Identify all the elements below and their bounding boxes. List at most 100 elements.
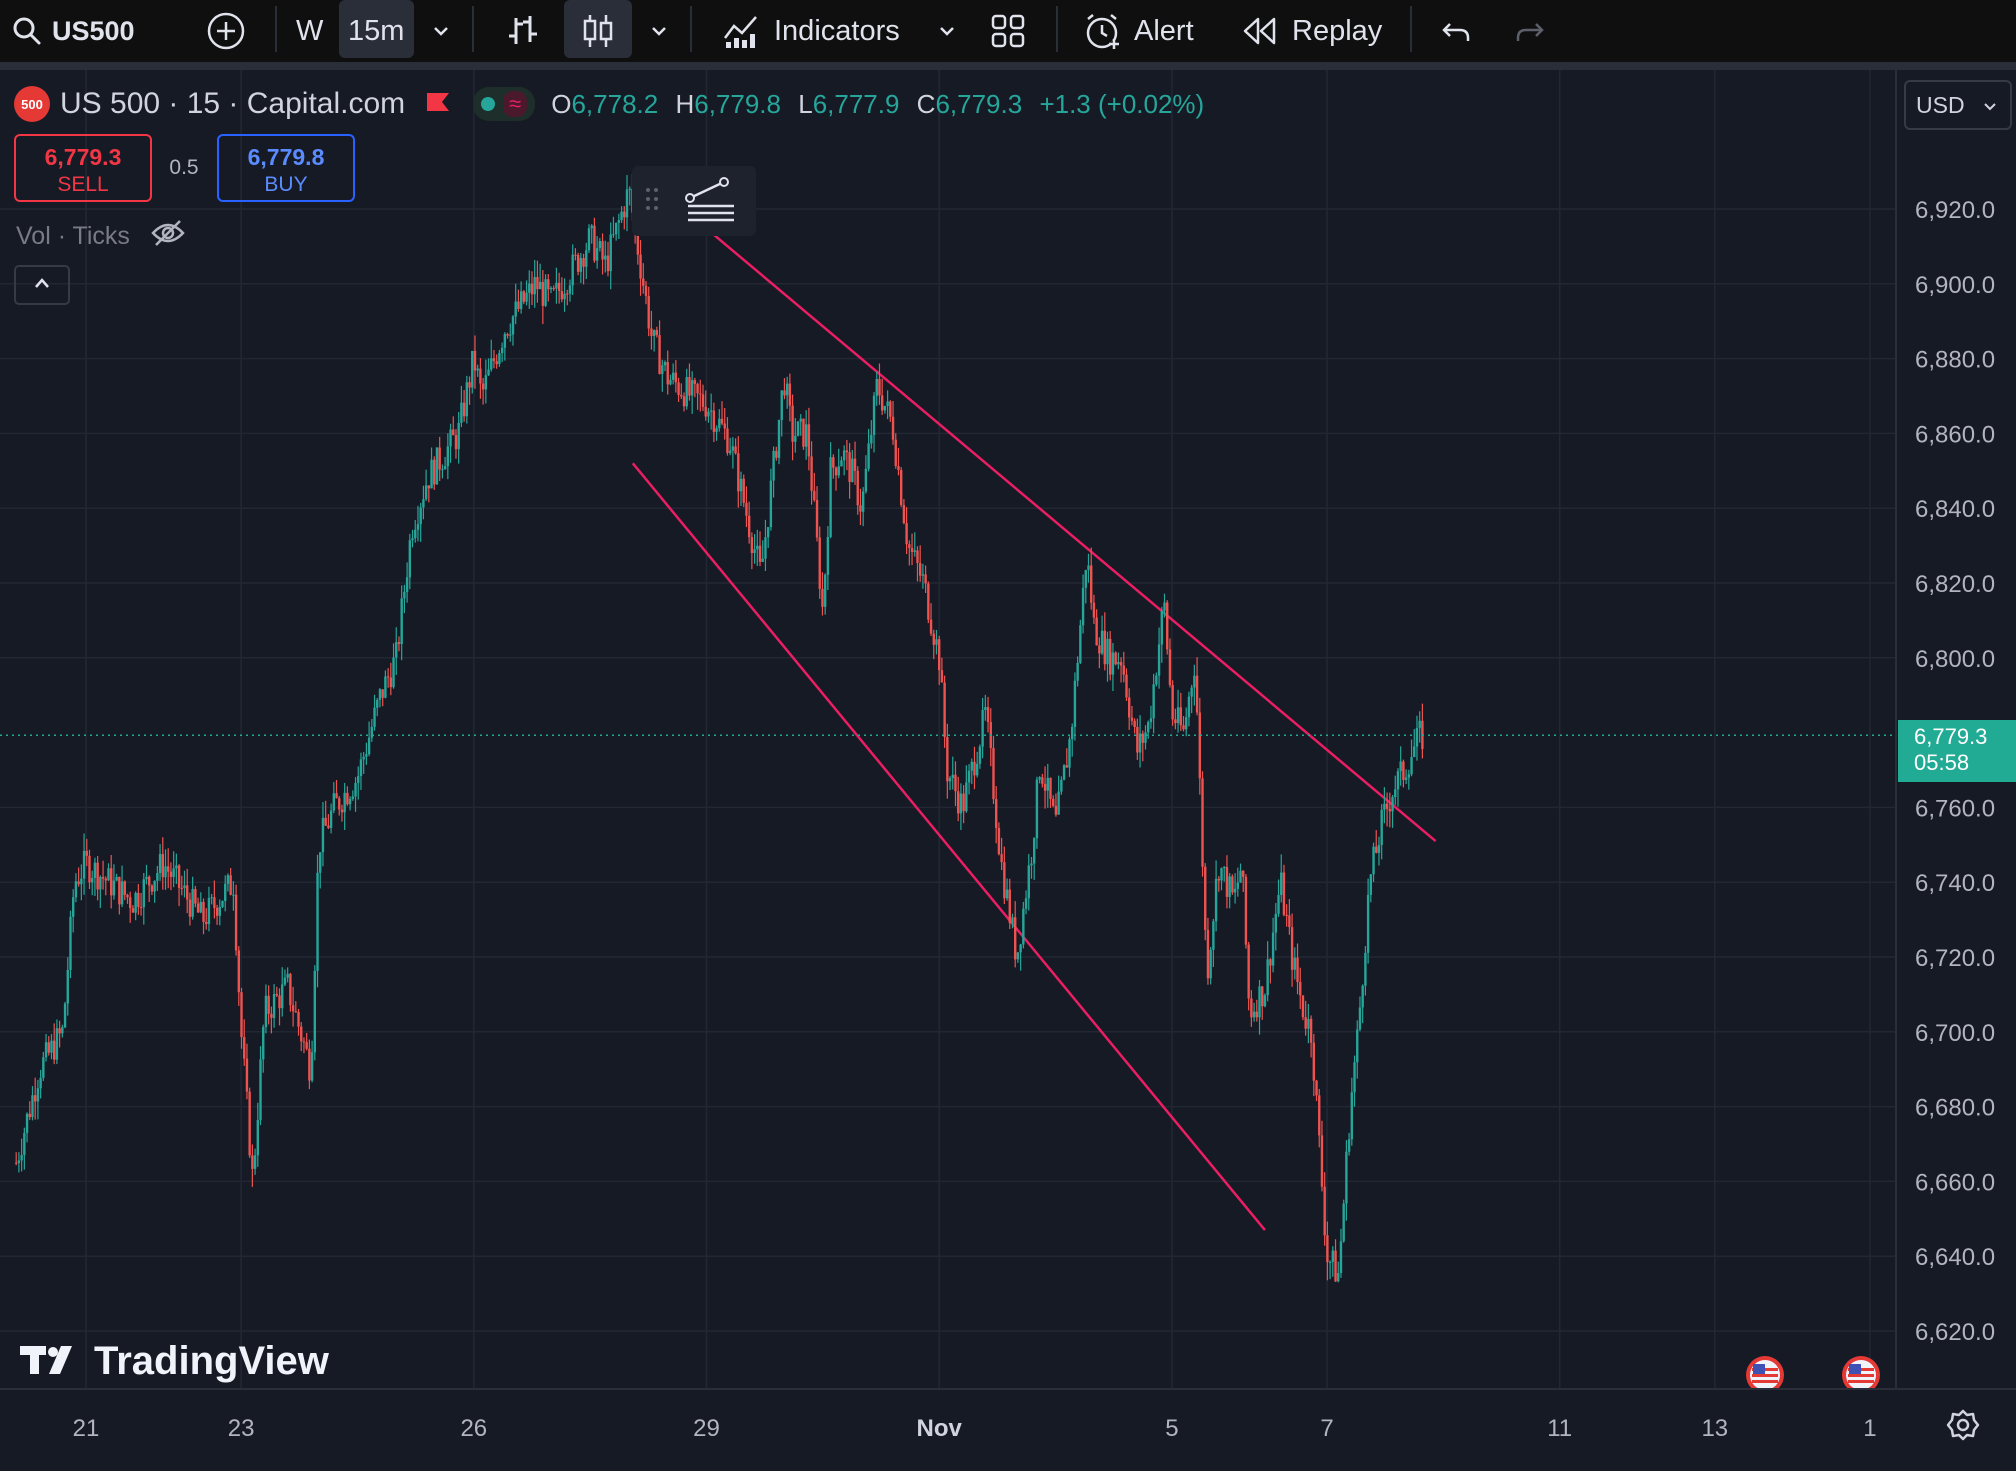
- currency-selector[interactable]: USD: [1904, 80, 2012, 130]
- candle-body: [737, 453, 740, 492]
- sell-button[interactable]: 6,779.3 SELL: [14, 134, 152, 202]
- candle-body: [696, 383, 699, 394]
- price-tick-label: 6,740.0: [1915, 870, 1995, 897]
- candle-body: [1271, 932, 1275, 966]
- candle-body: [1269, 959, 1272, 966]
- candle-body: [682, 396, 686, 407]
- candle-body: [123, 881, 126, 895]
- candle-body: [867, 443, 870, 469]
- candle-body: [20, 1155, 23, 1161]
- candle-body: [1125, 674, 1128, 698]
- candle-body: [853, 458, 857, 471]
- candle-body: [1252, 1011, 1256, 1018]
- price-axis[interactable]: 6,920.0 6,900.0 6,880.0 6,860.0 6,840.0 6,820…: [1895, 70, 2016, 1400]
- candle-body: [229, 875, 232, 895]
- candle-body: [462, 402, 466, 417]
- eye-hidden-icon[interactable]: [150, 219, 186, 254]
- replay-button[interactable]: Replay: [1242, 0, 1382, 62]
- collapse-legend-button[interactable]: [14, 265, 70, 305]
- candle-body: [321, 817, 325, 853]
- symbol-title[interactable]: US 500 · 15 · Capital.com: [60, 87, 406, 120]
- candle-body: [1288, 915, 1291, 928]
- candle-style-button[interactable]: [579, 0, 617, 62]
- candle-body: [587, 228, 591, 251]
- candle-body: [775, 450, 778, 458]
- bar-style-button[interactable]: [504, 0, 542, 62]
- candle-body: [465, 382, 469, 417]
- candle-body: [943, 682, 946, 738]
- us-event-flag-icon[interactable]: [1744, 1354, 1786, 1401]
- price-chart[interactable]: [0, 70, 1895, 1400]
- candle-body: [707, 411, 710, 417]
- candle-body: [378, 689, 382, 700]
- candle-body: [1052, 798, 1055, 806]
- drag-handle-icon[interactable]: [644, 184, 660, 219]
- time-axis-labels: 21 23 26 29 Nov 5 7 11 13 1: [73, 1415, 1877, 1442]
- trend-channel-tool-icon[interactable]: [684, 174, 736, 229]
- market-status[interactable]: ≈: [473, 87, 536, 121]
- price-tick-label: 6,800.0: [1915, 646, 1995, 673]
- candle-body: [937, 639, 941, 671]
- candle-body: [414, 529, 417, 539]
- us-event-flag-icon[interactable]: [1840, 1354, 1882, 1401]
- redo-button[interactable]: [1514, 0, 1546, 62]
- time-axis[interactable]: 21 23 26 29 Nov 5 7 11 13 1: [0, 1388, 2016, 1466]
- interval-15m-button[interactable]: 15m: [348, 0, 404, 62]
- candle-body: [954, 774, 957, 792]
- candle-body: [913, 550, 916, 552]
- buy-button[interactable]: 6,779.8 BUY: [217, 134, 355, 202]
- candle-body: [224, 883, 227, 901]
- chart-pane[interactable]: [0, 70, 1895, 1400]
- candle-body: [1138, 733, 1142, 753]
- time-tick-label: Nov: [917, 1415, 963, 1442]
- volume-legend[interactable]: Vol · Ticks: [16, 219, 186, 253]
- candle-body: [1369, 874, 1373, 895]
- candle-body: [452, 429, 455, 436]
- candle-body: [327, 825, 330, 828]
- add-symbol-button[interactable]: [206, 0, 246, 62]
- candle-body: [1163, 602, 1166, 611]
- candle-body: [66, 969, 69, 1004]
- candle-body: [918, 562, 922, 576]
- candle-body: [215, 907, 219, 916]
- candle-body: [652, 330, 656, 336]
- interval-dropdown[interactable]: [430, 0, 452, 62]
- layouts-button[interactable]: [990, 0, 1026, 62]
- candle-body: [63, 1003, 67, 1028]
- interval-w-button[interactable]: W: [296, 0, 323, 62]
- time-tick-label: 1: [1863, 1415, 1876, 1442]
- candle-body: [1176, 707, 1180, 724]
- chart-settings-button[interactable]: [1946, 1408, 1980, 1447]
- candle-body: [25, 1113, 29, 1133]
- low-label: L: [798, 88, 813, 119]
- floating-drawing-toolbar[interactable]: [632, 166, 756, 236]
- candle-body: [1030, 863, 1033, 866]
- candle-body: [142, 879, 145, 908]
- chart-style-dropdown[interactable]: [648, 0, 670, 62]
- candle-body: [739, 478, 743, 492]
- price-tick-label: 6,700.0: [1915, 1020, 1995, 1047]
- candle-body: [1098, 645, 1101, 654]
- candle-body: [1122, 665, 1125, 675]
- candle-body: [435, 447, 439, 485]
- candle-body: [395, 642, 398, 658]
- candle-body: [1190, 687, 1193, 697]
- symbol-search[interactable]: US500: [12, 0, 135, 62]
- indicators-button[interactable]: Indicators: [722, 0, 900, 62]
- tradingview-watermark[interactable]: TradingView: [20, 1336, 329, 1386]
- candle-body: [424, 485, 428, 500]
- low-value: 6,777.9: [812, 88, 900, 119]
- candle-body: [481, 383, 485, 390]
- undo-button[interactable]: [1440, 0, 1472, 62]
- candle-body: [1375, 846, 1378, 853]
- indicators-dropdown[interactable]: [936, 0, 958, 62]
- candle-body: [1152, 684, 1155, 719]
- undo-icon: [1440, 15, 1472, 47]
- high-value: 6,779.8: [694, 88, 781, 119]
- candle-body: [1130, 717, 1134, 721]
- candle-body: [484, 375, 488, 390]
- alert-button[interactable]: Alert: [1082, 0, 1194, 62]
- candle-body: [1309, 1018, 1313, 1043]
- candle-body: [718, 418, 721, 429]
- candle-body: [758, 545, 762, 562]
